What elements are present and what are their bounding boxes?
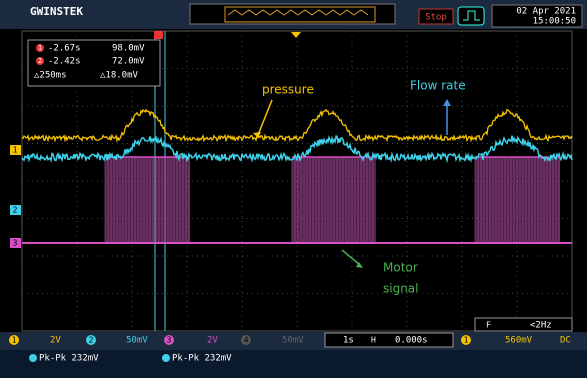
brand: GWINSTEK	[30, 5, 83, 18]
motor-label: Motor	[383, 261, 418, 275]
ch2-marker-label: 2	[13, 206, 18, 215]
filter-icon: F	[486, 321, 491, 330]
ch3-scale: 2V	[207, 336, 218, 346]
trigger-level: 560mV	[505, 336, 533, 346]
timebase-position: 0.000s	[395, 336, 428, 346]
status: Stop	[425, 13, 447, 23]
flow-label: Flow rate	[410, 79, 466, 93]
ch3-badge-label: 3	[167, 336, 172, 345]
position-icon: H	[371, 336, 376, 345]
cursor-time: -2.42s	[48, 57, 81, 67]
cursor-delta-volt: △18.0mV	[100, 71, 139, 81]
ch2-badge-label: 2	[89, 336, 94, 345]
measurement: Pk-Pk 232mV	[172, 354, 232, 364]
trigger-icon-box	[458, 7, 484, 25]
cursor-marker-label: 1	[38, 44, 42, 52]
ch1-badge-label: 1	[12, 336, 17, 345]
cursor-volt: 72.0mV	[112, 57, 145, 67]
timebase-scale: 1s	[343, 336, 354, 346]
cursor-time: -2.67s	[48, 44, 81, 54]
ch1-marker-label: 1	[13, 146, 18, 155]
trigger-coupling: DC	[560, 336, 571, 346]
ch2-scale: 50mV	[126, 336, 148, 346]
cursor-tag	[154, 31, 163, 39]
page: GWINSTEK Stop 02 Apr 2021 15:00:50 1 2 -…	[0, 0, 587, 378]
trigger-source: 1	[464, 336, 469, 345]
ch4-scale: 50mV	[282, 336, 304, 346]
date: 02 Apr 2021	[516, 7, 576, 17]
meas-badge	[29, 354, 37, 362]
ch1-scale: 2V	[50, 336, 61, 346]
pressure-label: pressure	[262, 83, 314, 97]
motor-label: signal	[383, 282, 419, 296]
meas-badge	[162, 354, 170, 362]
measurement: Pk-Pk 232mV	[39, 354, 99, 364]
filter: <2Hz	[530, 321, 552, 331]
cursor-delta-time: △250ms	[34, 71, 67, 81]
time: 15:00:50	[533, 17, 576, 27]
cursor-volt: 98.0mV	[112, 44, 145, 54]
oscilloscope-screen: GWINSTEK Stop 02 Apr 2021 15:00:50 1 2 -…	[0, 0, 587, 378]
cursor-marker-label: 2	[38, 57, 42, 65]
ch3-marker-label: 3	[13, 239, 18, 248]
ch4-badge-label: 4	[244, 336, 249, 345]
